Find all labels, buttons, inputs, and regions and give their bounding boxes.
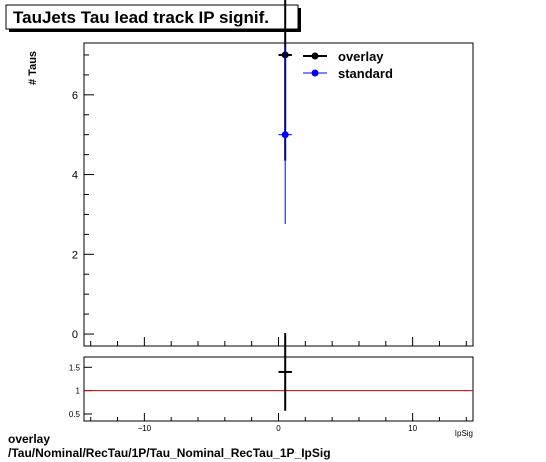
footer-histogram-path: /Tau/Nominal/RecTau/1P/Tau_Nominal_RecTa… bbox=[8, 446, 331, 460]
ratio-plot-frame bbox=[83, 356, 474, 422]
legend-overlay-marker bbox=[311, 52, 319, 60]
y-axis-label: # Taus bbox=[27, 51, 39, 85]
legend-overlay-label: overlay bbox=[338, 49, 384, 64]
ratio-y-tick-label: 1.5 bbox=[69, 363, 81, 372]
ratio-y-tick-label: 0.5 bbox=[69, 410, 81, 419]
ratio-x-tick-label: 10 bbox=[408, 424, 417, 433]
series-standard-point bbox=[281, 131, 289, 139]
x-axis-label: IpSig bbox=[455, 429, 473, 438]
title-box: TauJets Tau lead track IP signif. bbox=[5, 4, 301, 32]
ratio-data-marks bbox=[84, 333, 473, 411]
ratio-y-tick-label: 1 bbox=[76, 387, 81, 396]
main-y-tick-label: 0 bbox=[72, 329, 78, 341]
legend-standard-label: standard bbox=[338, 66, 393, 81]
footer-overlay-label: overlay bbox=[8, 432, 51, 446]
ratio-axis-ticks: 0.5 1 1.5 −10 0 10 bbox=[69, 363, 467, 433]
ratio-x-tick-label: 0 bbox=[276, 424, 281, 433]
main-axis-ticks: 0 2 4 6 bbox=[72, 54, 467, 346]
main-y-tick-label: 2 bbox=[72, 249, 78, 261]
main-y-tick-label: 4 bbox=[72, 170, 78, 182]
main-plot-frame bbox=[83, 42, 474, 347]
legend-standard-marker bbox=[311, 69, 319, 77]
legend: overlay standard bbox=[303, 49, 393, 81]
ratio-x-tick-label: −10 bbox=[138, 424, 152, 433]
chart-title: TauJets Tau lead track IP signif. bbox=[13, 8, 269, 27]
main-data-marks bbox=[278, 0, 292, 225]
main-y-tick-label: 6 bbox=[72, 90, 78, 102]
